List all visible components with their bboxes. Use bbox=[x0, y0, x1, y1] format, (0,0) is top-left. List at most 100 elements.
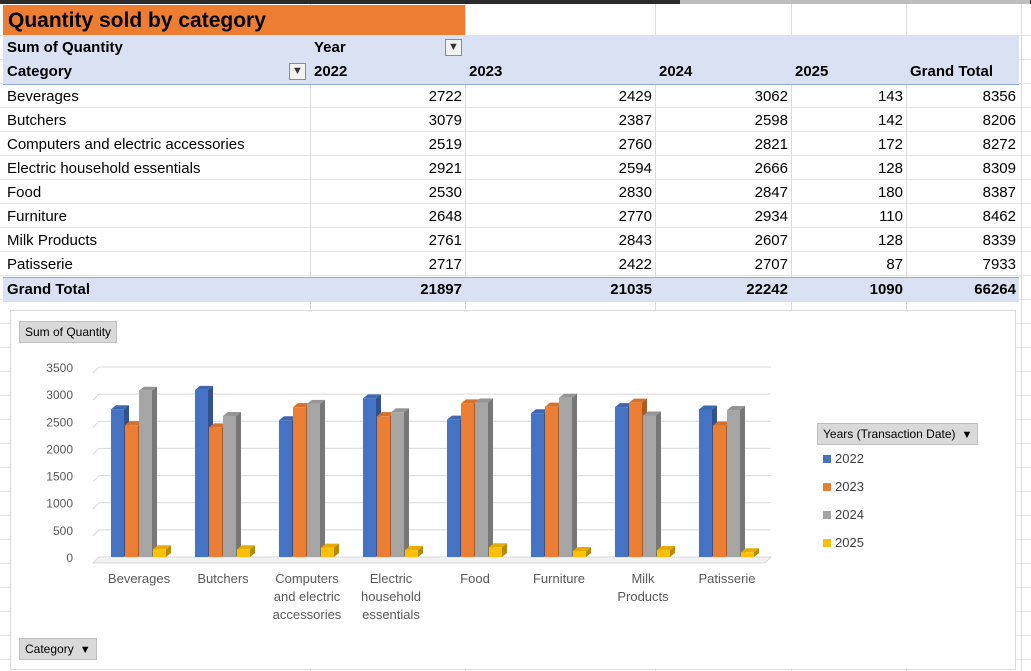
pivot-value-cell[interactable]: 142 bbox=[877, 112, 903, 129]
row-category[interactable]: Milk Products bbox=[7, 232, 98, 249]
pivot-value-cell[interactable]: 7933 bbox=[982, 256, 1016, 273]
pivot-value-cell[interactable]: 8339 bbox=[982, 232, 1016, 249]
pivot-value-cell[interactable]: 2648 bbox=[428, 208, 462, 225]
pivot-value-cell[interactable]: 2821 bbox=[754, 136, 788, 153]
pivot-value-cell[interactable]: 2717 bbox=[428, 256, 462, 273]
pivot-value-cell[interactable]: 180 bbox=[877, 184, 903, 201]
row-category[interactable]: Electric household essentials bbox=[7, 160, 201, 177]
pivot-value-cell[interactable]: 2422 bbox=[618, 256, 652, 273]
x-tick-label: Butchers bbox=[197, 571, 249, 586]
pivot-value-cell[interactable]: 2921 bbox=[428, 160, 462, 177]
row-category[interactable]: Patisserie bbox=[7, 256, 73, 273]
grand-total-2024[interactable]: 22242 bbox=[746, 281, 788, 298]
legend-item-2022[interactable]: 2022 bbox=[823, 451, 864, 467]
pivot-value-cell[interactable]: 2761 bbox=[428, 232, 462, 249]
pivot-value-cell[interactable]: 2770 bbox=[618, 208, 652, 225]
legend-item-2024[interactable]: 2024 bbox=[823, 507, 864, 523]
bar-side-2025-0 bbox=[166, 545, 171, 557]
pivot-value-cell[interactable]: 3079 bbox=[428, 112, 462, 129]
category-filter-button[interactable]: ▼ bbox=[289, 63, 306, 80]
pivot-value-cell[interactable]: 87 bbox=[886, 256, 903, 273]
bar-side-2024-0 bbox=[152, 386, 157, 557]
row-category[interactable]: Computers and electric accessories bbox=[7, 136, 245, 153]
bar-top-2022-6 bbox=[615, 403, 633, 408]
gridline-depth bbox=[92, 420, 100, 428]
pivot-value-cell[interactable]: 3062 bbox=[754, 88, 788, 105]
pivot-value-cell[interactable]: 8387 bbox=[982, 184, 1016, 201]
pivot-value-cell[interactable]: 2530 bbox=[428, 184, 462, 201]
values-field-label[interactable]: Sum of Quantity bbox=[7, 39, 123, 56]
pivot-value-cell[interactable]: 2594 bbox=[618, 160, 652, 177]
bar-top-2025-7 bbox=[741, 548, 759, 553]
pivot-value-cell[interactable]: 2760 bbox=[618, 136, 652, 153]
pivot-value-cell[interactable]: 2607 bbox=[754, 232, 788, 249]
pivot-value-cell[interactable]: 110 bbox=[879, 208, 903, 225]
pivot-value-cell[interactable]: 2666 bbox=[754, 160, 788, 177]
pivot-value-cell[interactable]: 2429 bbox=[618, 88, 652, 105]
pivot-value-cell[interactable]: 2830 bbox=[618, 184, 652, 201]
dropdown-filter-icon: ▼ bbox=[79, 644, 91, 656]
pivot-value-cell[interactable]: 2519 bbox=[428, 136, 462, 153]
pivot-value-cell[interactable]: 128 bbox=[877, 160, 903, 177]
bar-top-2024-2 bbox=[307, 399, 325, 404]
pivot-value-cell[interactable]: 8206 bbox=[982, 112, 1016, 129]
bar-2024-4 bbox=[475, 402, 488, 557]
pivot-value-cell[interactable]: 2722 bbox=[428, 88, 462, 105]
bar-2024-1 bbox=[223, 415, 236, 557]
x-tick-label: essentials bbox=[362, 607, 420, 622]
chart-floor bbox=[91, 556, 773, 564]
grand-total-all[interactable]: 66264 bbox=[974, 281, 1016, 298]
column-header-grand-total[interactable]: Grand Total bbox=[910, 63, 994, 80]
column-field-label[interactable]: Year bbox=[314, 39, 346, 56]
row-category[interactable]: Food bbox=[7, 184, 42, 201]
grand-total-2023[interactable]: 21035 bbox=[610, 281, 652, 298]
pivot-value-cell[interactable]: 2934 bbox=[754, 208, 788, 225]
pivot-value-cell[interactable]: 2843 bbox=[618, 232, 652, 249]
row-category[interactable]: Butchers bbox=[7, 112, 67, 129]
pivot-value-cell[interactable]: 2598 bbox=[754, 112, 788, 129]
pivot-value-cell[interactable]: 8462 bbox=[982, 208, 1016, 225]
legend-item-2023[interactable]: 2023 bbox=[823, 479, 864, 495]
column-header-2023[interactable]: 2023 bbox=[469, 63, 503, 80]
bar-2022-6 bbox=[615, 407, 628, 557]
axis-field-button[interactable]: Category ▼ bbox=[19, 638, 97, 660]
pivot-value-cell[interactable]: 8272 bbox=[982, 136, 1016, 153]
grid-row-line bbox=[0, 155, 1031, 156]
bar-2023-0 bbox=[125, 425, 138, 557]
pivot-row: Computers and electric accessories 2519 27… bbox=[3, 133, 1019, 157]
bar-2022-0 bbox=[111, 409, 124, 557]
bar-side-2025-6 bbox=[670, 546, 675, 557]
grand-total-2025[interactable]: 1090 bbox=[869, 281, 903, 298]
pivot-value-cell[interactable]: 172 bbox=[877, 136, 903, 153]
pivot-value-cell[interactable]: 128 bbox=[877, 232, 903, 249]
column-header-2024[interactable]: 2024 bbox=[659, 63, 693, 80]
pivot-value-cell[interactable]: 8356 bbox=[982, 88, 1016, 105]
values-field-button[interactable]: Sum of Quantity bbox=[19, 321, 118, 343]
pivot-chart[interactable]: Sum of Quantity 0 500 1000 1500 2000 2500 3000… bbox=[10, 310, 1016, 670]
bar-side-2025-1 bbox=[250, 545, 255, 557]
sheet-title[interactable]: Quantity sold by category bbox=[3, 5, 465, 35]
x-tick-label: Patisserie bbox=[698, 571, 755, 586]
row-category[interactable]: Beverages bbox=[7, 88, 79, 105]
top-bar-highlight bbox=[680, 0, 1030, 4]
year-filter-button[interactable]: ▼ bbox=[445, 39, 462, 56]
grand-total-label[interactable]: Grand Total bbox=[7, 281, 91, 298]
pivot-value-cell[interactable]: 143 bbox=[877, 88, 903, 105]
pivot-value-cell[interactable]: 2387 bbox=[618, 112, 652, 129]
chart-plot: 0 500 1000 1500 2000 2500 3000 3500 Beverages But… bbox=[46, 361, 773, 622]
pivot-value-cell[interactable]: 2707 bbox=[754, 256, 788, 273]
column-header-2025[interactable]: 2025 bbox=[795, 63, 829, 80]
pivot-value-cell[interactable]: 2847 bbox=[754, 184, 788, 201]
y-tick-label: 2000 bbox=[46, 442, 73, 456]
legend-label: 2025 bbox=[835, 535, 864, 550]
legend-swatch bbox=[823, 483, 831, 491]
pivot-value-cell[interactable]: 8309 bbox=[982, 160, 1016, 177]
column-header-2022[interactable]: 2022 bbox=[314, 63, 348, 80]
bar-side-2024-1 bbox=[236, 411, 241, 557]
x-tick-label: accessories bbox=[273, 607, 342, 622]
legend-field-button[interactable]: Years (Transaction Date) ▼ bbox=[817, 423, 979, 445]
grand-total-2022[interactable]: 21897 bbox=[420, 281, 462, 298]
legend-item-2025[interactable]: 2025 bbox=[823, 535, 864, 551]
row-category[interactable]: Furniture bbox=[7, 208, 68, 225]
row-field-label[interactable]: Category bbox=[7, 63, 73, 80]
